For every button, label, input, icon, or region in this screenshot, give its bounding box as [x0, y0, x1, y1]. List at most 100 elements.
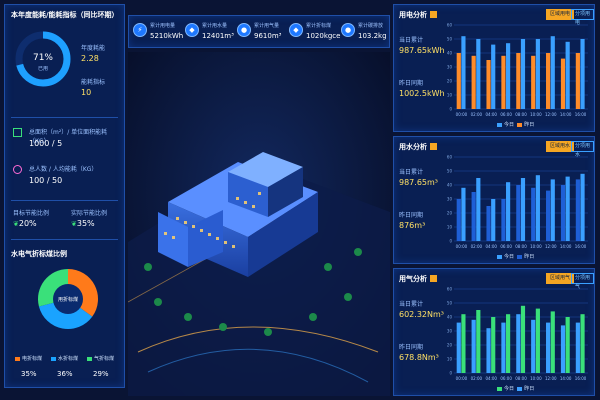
pie-legend-item: 水折标煤 36% — [51, 355, 78, 378]
tab-area[interactable]: 区域用水 — [546, 141, 575, 152]
tab-category[interactable]: 分项用气 — [571, 273, 594, 290]
x-tick-label: 06:00 — [500, 376, 512, 381]
pie-slice — [38, 299, 93, 329]
stat-today-label: 当日累计 — [399, 169, 424, 176]
usage-gauge: 71% 已用 — [15, 31, 71, 87]
kpi-label: 累计折标煤 — [306, 23, 332, 29]
kpi-item[interactable]: ● 累计碳排放 103.2kg — [341, 19, 393, 47]
kpi-label: 累计用电量 — [150, 23, 176, 29]
bar-today — [506, 182, 511, 241]
x-tick-label: 12:00 — [545, 376, 557, 381]
campus-3d-scene[interactable] — [128, 52, 390, 396]
tab-category[interactable]: 分项用电 — [571, 9, 594, 26]
bar-today — [535, 39, 540, 109]
bar-today — [565, 176, 570, 241]
bar-today — [535, 308, 540, 373]
main-building — [158, 152, 318, 277]
actual-saving-value: ❦35% — [71, 219, 95, 228]
kpi-value: 5210kWh — [150, 32, 184, 40]
y-tick-label: 0 — [449, 371, 452, 376]
y-tick-label: 30 — [447, 329, 453, 334]
tab-category[interactable]: 分项用水 — [571, 141, 594, 158]
pie-legend: 电折标煤 35% 水折标煤 36% 气折标煤 29% — [15, 355, 121, 385]
leaf-icon: ❦ — [71, 220, 77, 228]
bar-today — [520, 305, 526, 373]
target-label: 能耗指标 — [81, 79, 106, 86]
bar-yesterday — [575, 322, 580, 373]
kpi-icon: ◆ — [185, 23, 199, 37]
x-tick-label: 08:00 — [515, 112, 527, 117]
bar-yesterday — [546, 322, 551, 373]
bar-yesterday — [456, 322, 461, 373]
pie-legend-label: 气折标煤 — [87, 355, 114, 362]
actual-saving-label: 实际节能比例 — [71, 210, 108, 217]
legend-swatch — [87, 356, 92, 361]
y-tick-label: 10 — [447, 93, 453, 98]
energy-overview-panel: 本年度能耗/能耗指标（同比环期） 71% 已用 年度耗能 2.28 能耗指标 1… — [4, 4, 125, 388]
area-label: 总面积（m²）/ 单位面积能耗（KG） — [29, 129, 108, 145]
x-tick-label: 06:00 — [500, 244, 512, 249]
bar-chart: 60 50 40 30 20 10 0 00:00 02:00 04:00 06:00 08:00 10… — [447, 287, 588, 381]
legend-today-label: 今日 — [504, 254, 515, 260]
divider — [11, 200, 118, 201]
bar-yesterday — [501, 55, 506, 109]
pie-legend-value: 29% — [93, 370, 109, 378]
bar-today — [550, 36, 555, 110]
legend-swatch-yesterday — [517, 254, 523, 259]
legend-swatch-today — [497, 386, 502, 391]
kpi-item[interactable]: ● 累计用气量 9610m³ — [237, 19, 289, 47]
x-tick-label: 14:00 — [560, 376, 572, 381]
bar-today — [476, 310, 481, 373]
bar-yesterday — [486, 328, 491, 373]
x-tick-label: 08:00 — [515, 244, 527, 249]
pie-legend-item: 气折标煤 29% — [87, 355, 114, 378]
pie-legend-value: 35% — [21, 370, 37, 378]
panel-title: 用气分析 — [399, 275, 427, 283]
bar-today — [550, 311, 555, 373]
bar-yesterday — [516, 53, 521, 109]
bar-yesterday — [501, 199, 506, 241]
x-tick-label: 10:00 — [530, 376, 542, 381]
stat-yesterday-label: 昨日同期 — [399, 80, 424, 87]
x-tick-label: 14:00 — [560, 112, 572, 117]
tab-area[interactable]: 区域用电 — [546, 9, 575, 20]
bar-yesterday — [560, 325, 566, 373]
x-tick-label: 10:00 — [530, 112, 542, 117]
stat-yesterday-value: 1002.5kWh — [399, 89, 445, 98]
target-value: 10 — [81, 88, 92, 97]
bar-today — [461, 314, 466, 373]
stat-yesterday-label: 昨日同期 — [399, 344, 424, 351]
legend-swatch-yesterday — [517, 122, 523, 127]
x-tick-label: 16:00 — [575, 376, 587, 381]
bar-today — [491, 199, 496, 241]
bar-today — [476, 39, 481, 109]
bar-yesterday — [531, 187, 536, 241]
legend-today-label: 今日 — [504, 122, 515, 128]
bar-today — [565, 317, 570, 373]
x-tick-label: 04:00 — [485, 112, 497, 117]
y-tick-label: 0 — [449, 239, 452, 244]
y-tick-label: 30 — [447, 65, 453, 70]
bar-today — [461, 36, 466, 110]
kpi-item[interactable]: ◆ 累计折标煤 1020kgce — [289, 19, 341, 47]
tab-area[interactable]: 区域用气 — [546, 273, 575, 284]
kpi-item[interactable]: ◆ 累计用水量 12401m³ — [185, 19, 237, 47]
target-saving-label: 目标节能比例 — [13, 210, 50, 217]
analysis-panel: 用电分析 区域用电 分项用电 当日累计 987.65kWh 昨日同期 1002.5kWh 今日… — [393, 4, 595, 132]
bar-yesterday — [486, 206, 491, 241]
panel-title: 用水分析 — [399, 143, 427, 151]
pie-legend-item: 电折标煤 35% — [15, 355, 42, 378]
kpi-strip: ⚡ 累计用电量 5210kWh ◆ 累计用水量 12401m³ ● 累计用气量 9610m³ ◆ 累… — [128, 15, 390, 48]
kpi-item[interactable]: ⚡ 累计用电量 5210kWh — [133, 19, 185, 47]
legend-yesterday-label: 昨日 — [524, 254, 535, 260]
bar-yesterday — [560, 185, 566, 241]
bar-today — [550, 179, 555, 241]
y-tick-label: 40 — [447, 51, 453, 56]
annual-used-value: 2.28 — [81, 54, 99, 63]
bar-today — [535, 175, 540, 241]
y-tick-label: 50 — [447, 301, 453, 306]
panel-title-marker — [430, 143, 437, 150]
people-label: 总人数 / 人均能耗（KG） — [29, 166, 98, 173]
y-tick-label: 60 — [447, 23, 453, 28]
pie-slice — [68, 269, 98, 317]
